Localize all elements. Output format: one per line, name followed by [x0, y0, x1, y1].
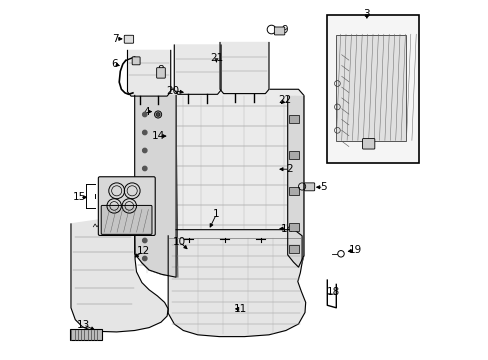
FancyBboxPatch shape: [124, 35, 133, 43]
Circle shape: [142, 238, 146, 243]
Text: 5: 5: [320, 182, 326, 192]
Bar: [288, 187, 299, 195]
Text: 17: 17: [100, 179, 113, 189]
Bar: [326, 15, 418, 163]
Text: 16: 16: [100, 202, 113, 212]
Text: 9: 9: [281, 24, 287, 35]
Polygon shape: [127, 50, 170, 96]
Circle shape: [154, 111, 162, 118]
FancyBboxPatch shape: [98, 177, 155, 235]
Circle shape: [142, 130, 146, 135]
Text: 18: 18: [326, 287, 340, 297]
Polygon shape: [287, 96, 303, 267]
Circle shape: [142, 184, 146, 189]
Text: 14: 14: [152, 131, 165, 141]
Circle shape: [156, 113, 160, 116]
Text: 22: 22: [278, 95, 291, 105]
FancyBboxPatch shape: [101, 206, 152, 234]
Polygon shape: [134, 89, 303, 279]
Bar: [288, 223, 299, 231]
Bar: [288, 245, 299, 253]
Text: 20: 20: [166, 86, 180, 96]
Text: 13: 13: [77, 320, 90, 330]
Text: 19: 19: [348, 245, 361, 255]
Bar: [288, 151, 299, 159]
Text: 15: 15: [73, 192, 86, 202]
FancyBboxPatch shape: [304, 183, 314, 191]
Circle shape: [142, 220, 146, 225]
Circle shape: [142, 166, 146, 171]
Text: 10: 10: [173, 237, 186, 247]
Text: 2: 2: [285, 164, 292, 174]
Circle shape: [142, 112, 146, 117]
FancyBboxPatch shape: [132, 57, 140, 65]
Text: 4: 4: [143, 107, 150, 117]
Text: 14: 14: [280, 224, 293, 234]
FancyBboxPatch shape: [362, 139, 374, 149]
FancyBboxPatch shape: [274, 27, 284, 35]
Text: 1: 1: [213, 209, 219, 219]
Polygon shape: [134, 95, 176, 277]
Text: 3: 3: [363, 9, 369, 19]
Bar: [70, 329, 102, 340]
Text: 12: 12: [136, 246, 149, 256]
Bar: [288, 115, 299, 123]
Polygon shape: [220, 42, 268, 94]
FancyBboxPatch shape: [156, 68, 165, 78]
Text: 7: 7: [112, 34, 119, 44]
Circle shape: [142, 202, 146, 207]
Polygon shape: [71, 219, 168, 332]
Circle shape: [142, 148, 146, 153]
Text: 6: 6: [111, 59, 117, 69]
Polygon shape: [168, 230, 305, 337]
Polygon shape: [174, 45, 221, 94]
Bar: [336, 35, 406, 141]
Circle shape: [142, 256, 146, 261]
Text: 11: 11: [233, 304, 246, 314]
Text: 8: 8: [157, 65, 163, 75]
Text: 21: 21: [209, 53, 223, 63]
